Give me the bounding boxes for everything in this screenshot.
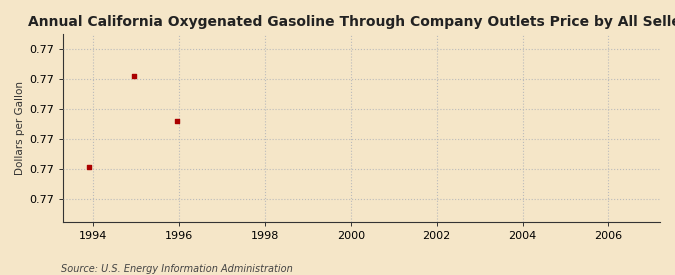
Y-axis label: Dollars per Gallon: Dollars per Gallon	[15, 81, 25, 175]
Point	[171, 118, 182, 123]
Point	[84, 165, 95, 169]
Point	[128, 73, 139, 78]
Text: Source: U.S. Energy Information Administration: Source: U.S. Energy Information Administ…	[61, 264, 292, 274]
Title: Annual California Oxygenated Gasoline Through Company Outlets Price by All Selle: Annual California Oxygenated Gasoline Th…	[28, 15, 675, 29]
